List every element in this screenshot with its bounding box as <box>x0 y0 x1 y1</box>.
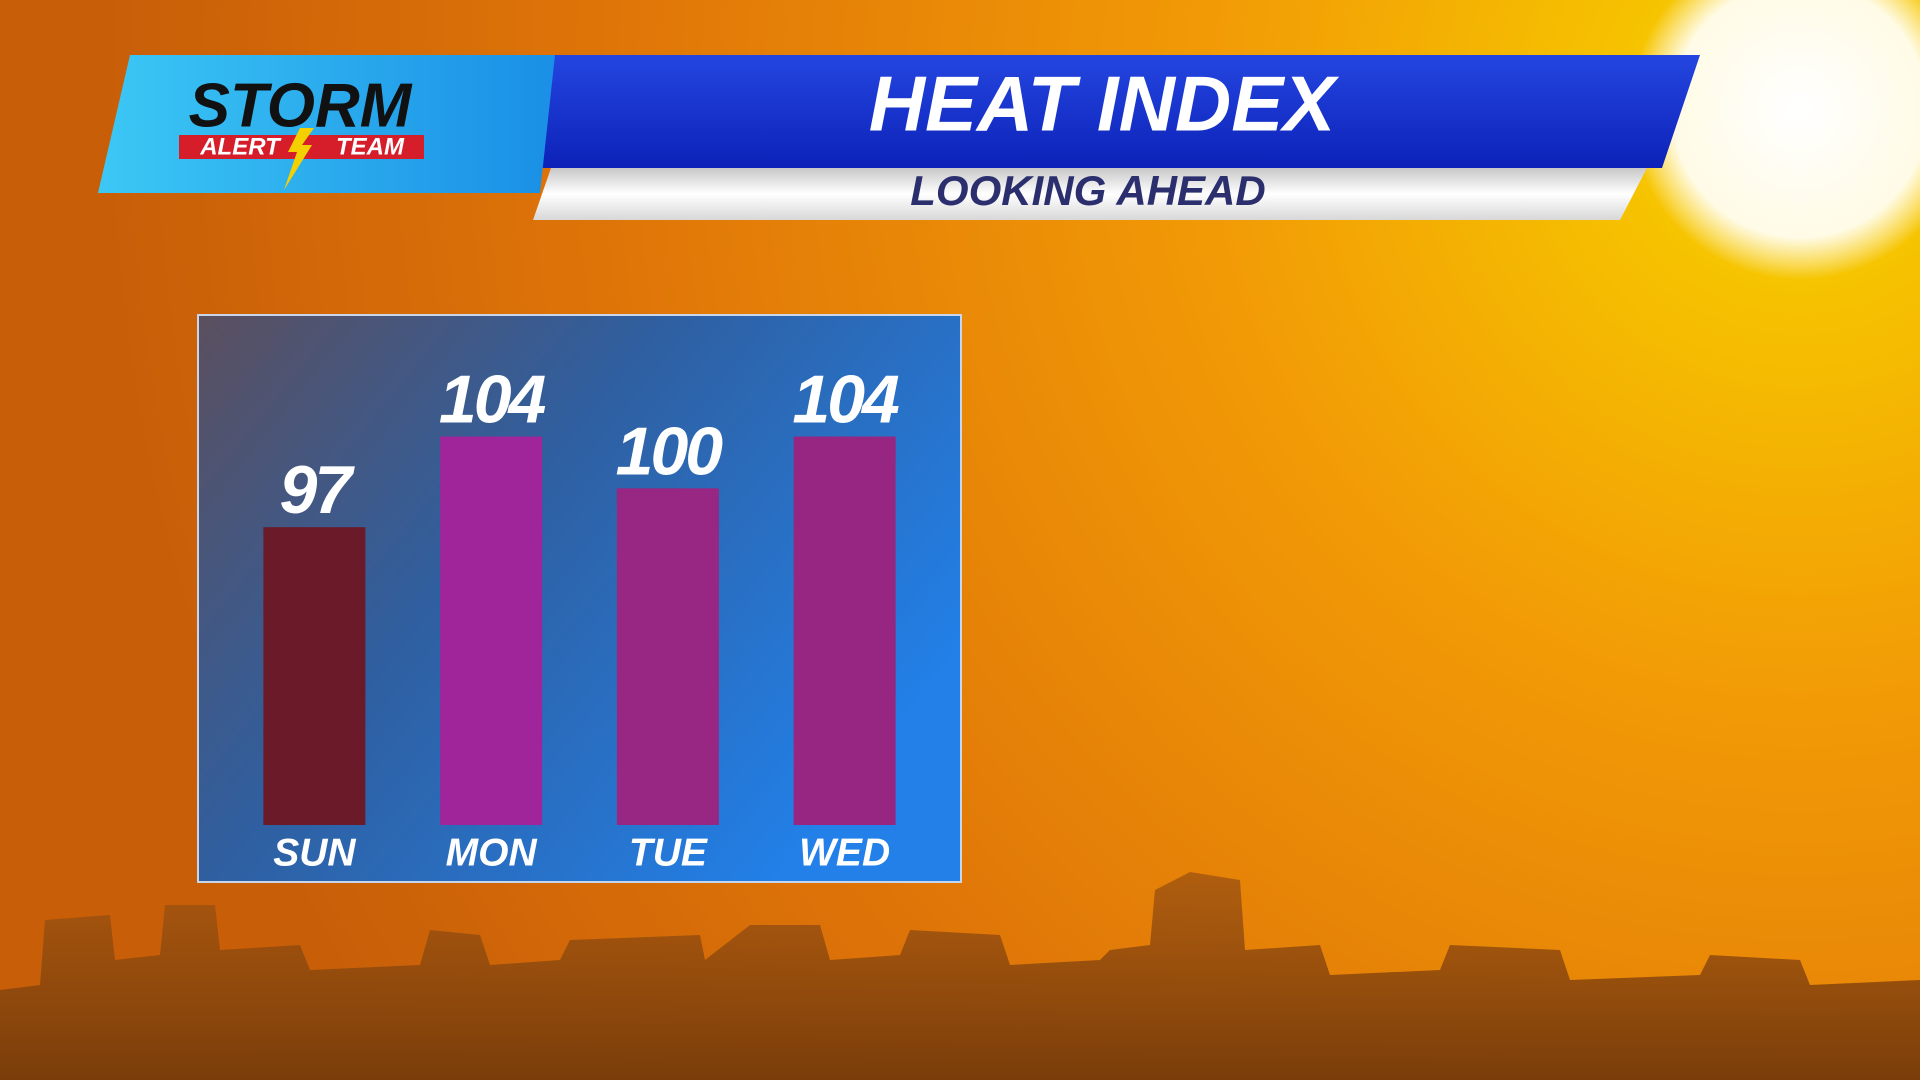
logo-left: ALERT <box>199 133 282 160</box>
logo-right: TEAM <box>336 133 405 160</box>
bar <box>263 527 366 825</box>
subtitle-band <box>533 168 1647 220</box>
x-tick-label: SUN <box>273 831 356 874</box>
chart-subtitle: LOOKING AHEAD <box>910 167 1265 214</box>
value-label: 104 <box>439 362 546 438</box>
skyline <box>0 872 1920 1080</box>
x-tick-label: TUE <box>629 831 708 874</box>
x-tick-label: WED <box>799 831 890 874</box>
value-label: 104 <box>792 362 899 438</box>
x-tick-label: MON <box>446 831 538 874</box>
bar <box>616 488 719 825</box>
value-label: 97 <box>280 452 356 528</box>
bar <box>440 436 543 825</box>
sun <box>1630 0 1920 280</box>
plot: 97 SUN 104 MON 100 TUE 104 WED <box>263 362 902 874</box>
bar <box>793 436 896 825</box>
chart-title: HEAT INDEX <box>869 60 1340 148</box>
value-label: 100 <box>616 413 724 489</box>
logo-bolt <box>284 128 314 190</box>
